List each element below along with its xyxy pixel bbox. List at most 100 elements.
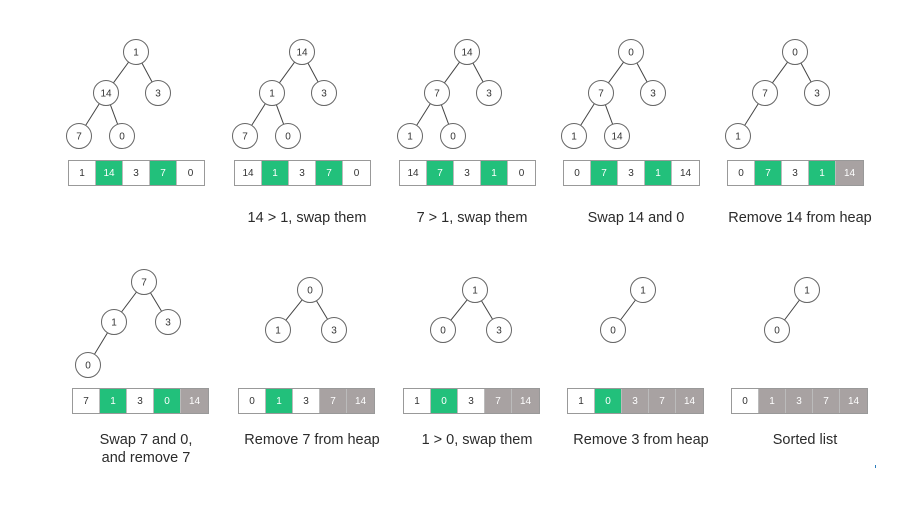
tree-node: 0: [618, 39, 644, 65]
corner-mark: [875, 465, 876, 468]
heap-tree: 10: [764, 277, 820, 343]
array-cell: 3: [127, 389, 154, 413]
array-cell-sorted: 7: [485, 389, 512, 413]
node-value: 0: [792, 48, 798, 59]
tree-edge: [620, 299, 636, 321]
array-strip: 7 1 3 0 14: [72, 388, 209, 414]
array-cell-sorted: 7: [813, 389, 840, 413]
array-cell-sorted: 14: [836, 161, 863, 185]
array-cell: 0: [343, 161, 370, 185]
node-circle: [109, 123, 135, 149]
node-value: 1: [275, 326, 281, 337]
tree-node: 3: [486, 317, 512, 343]
node-value: 3: [331, 326, 337, 337]
node-value: 1: [269, 89, 275, 100]
tree-node: 0: [430, 317, 456, 343]
tree-edge: [416, 103, 431, 126]
node-circle: [232, 123, 258, 149]
tree-edge: [800, 62, 812, 83]
step-caption: Remove 7 from heap: [244, 432, 380, 448]
step-caption: Remove 14 from heap: [728, 210, 872, 226]
tree-edge: [604, 104, 614, 125]
tree-node: 7: [752, 80, 778, 106]
tree-node: 0: [764, 317, 790, 343]
step-caption: Remove 3 from heap: [573, 432, 709, 448]
node-value: 0: [85, 361, 91, 372]
array-cell: 7: [73, 389, 100, 413]
array-cell-sorted: 7: [320, 389, 347, 413]
node-value: 0: [440, 326, 446, 337]
tree-node: 1: [397, 123, 423, 149]
tree-node: 14: [454, 39, 480, 65]
tree-edge: [440, 104, 450, 125]
array-cell-sorted: 14: [676, 389, 703, 413]
tree-edge: [744, 103, 759, 126]
tree-node: 0: [109, 123, 135, 149]
node-value: 0: [610, 326, 616, 337]
tree-node: 3: [804, 80, 830, 106]
tree-node: 7: [232, 123, 258, 149]
tree-edge: [771, 61, 789, 84]
tree-edge: [121, 291, 137, 313]
node-value: 0: [450, 132, 456, 143]
tree-node: 1: [794, 277, 820, 303]
tree-edge: [251, 103, 266, 126]
node-circle: [66, 123, 92, 149]
node-circle: [131, 269, 157, 295]
array-cell: 14: [400, 161, 427, 185]
array-cell: 1: [404, 389, 431, 413]
array-strip: 0 1 3 7 14: [731, 388, 868, 414]
step-caption: Swap 14 and 0: [587, 210, 685, 226]
node-circle: [600, 317, 626, 343]
node-circle: [289, 39, 315, 65]
node-circle: [462, 277, 488, 303]
array-cell-highlighted: 0: [595, 389, 622, 413]
tree-edge: [636, 62, 648, 83]
array-cell-highlighted: 1: [809, 161, 836, 185]
tree-node: 14: [93, 80, 119, 106]
array-cell: 14: [672, 161, 699, 185]
node-circle: [311, 80, 337, 106]
tree-node: 3: [321, 317, 347, 343]
node-circle: [604, 123, 630, 149]
node-circle: [259, 80, 285, 106]
array-cell-highlighted: 0: [154, 389, 181, 413]
node-circle: [588, 80, 614, 106]
node-value: 7: [242, 132, 248, 143]
step-caption: 14 > 1, swap them: [247, 210, 367, 226]
node-value: 1: [640, 286, 646, 297]
tree-edge: [784, 299, 800, 321]
node-circle: [561, 123, 587, 149]
array-cell-sorted: 3: [622, 389, 649, 413]
array-cell: 0: [239, 389, 266, 413]
array-cell: 1: [568, 389, 595, 413]
tree-edge: [141, 62, 153, 83]
array-cell: 3: [454, 161, 481, 185]
array-cell-highlighted: 1: [645, 161, 672, 185]
array-cell-highlighted: 1: [481, 161, 508, 185]
tree-node: 1: [561, 123, 587, 149]
tree-node: 1: [265, 317, 291, 343]
node-value: 0: [119, 132, 125, 143]
tree-node: 0: [440, 123, 466, 149]
node-value: 3: [321, 89, 327, 100]
node-circle: [752, 80, 778, 106]
tree-edge: [278, 61, 296, 84]
node-circle: [297, 277, 323, 303]
node-circle: [630, 277, 656, 303]
array-strip: 0 7 3 1 14: [563, 160, 700, 186]
node-value: 14: [296, 48, 308, 59]
tree-node: 0: [75, 352, 101, 378]
node-value: 0: [628, 48, 634, 59]
tree-node: 7: [66, 123, 92, 149]
node-value: 1: [735, 132, 741, 143]
tree-edge: [580, 103, 595, 126]
array-strip: 1 0 3 7 14: [567, 388, 704, 414]
step-caption: 7 > 1, swap them: [416, 210, 528, 226]
tree-node: 14: [289, 39, 315, 65]
tree-node: 1: [101, 309, 127, 335]
step-caption: 1 > 0, swap them: [421, 432, 533, 448]
tree-edge: [450, 299, 468, 321]
node-circle: [145, 80, 171, 106]
